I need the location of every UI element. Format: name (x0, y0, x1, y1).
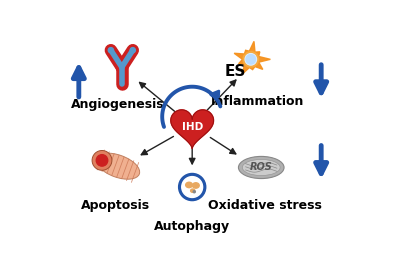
Circle shape (108, 48, 114, 53)
Ellipse shape (238, 156, 284, 179)
Text: Apoptosis: Apoptosis (81, 199, 150, 212)
Ellipse shape (96, 153, 140, 179)
Text: Inflammation: Inflammation (211, 95, 304, 107)
Text: IHD: IHD (182, 122, 203, 132)
Text: ROS: ROS (250, 162, 273, 172)
Circle shape (96, 155, 108, 166)
Circle shape (182, 177, 203, 198)
Polygon shape (171, 110, 214, 149)
Ellipse shape (186, 182, 192, 188)
Polygon shape (243, 52, 259, 67)
Circle shape (128, 46, 138, 55)
Ellipse shape (191, 189, 195, 192)
Circle shape (245, 54, 256, 65)
Circle shape (92, 150, 112, 170)
Text: Oxidative stress: Oxidative stress (208, 199, 322, 212)
Polygon shape (234, 41, 270, 74)
Text: Angiogenesis: Angiogenesis (71, 99, 165, 111)
Circle shape (246, 55, 256, 64)
Text: Autophagy: Autophagy (154, 220, 230, 233)
Ellipse shape (242, 159, 280, 176)
Circle shape (179, 173, 206, 201)
Circle shape (130, 48, 135, 53)
Text: ES: ES (224, 64, 246, 79)
Circle shape (106, 46, 116, 55)
Circle shape (193, 191, 195, 193)
Ellipse shape (192, 183, 199, 188)
